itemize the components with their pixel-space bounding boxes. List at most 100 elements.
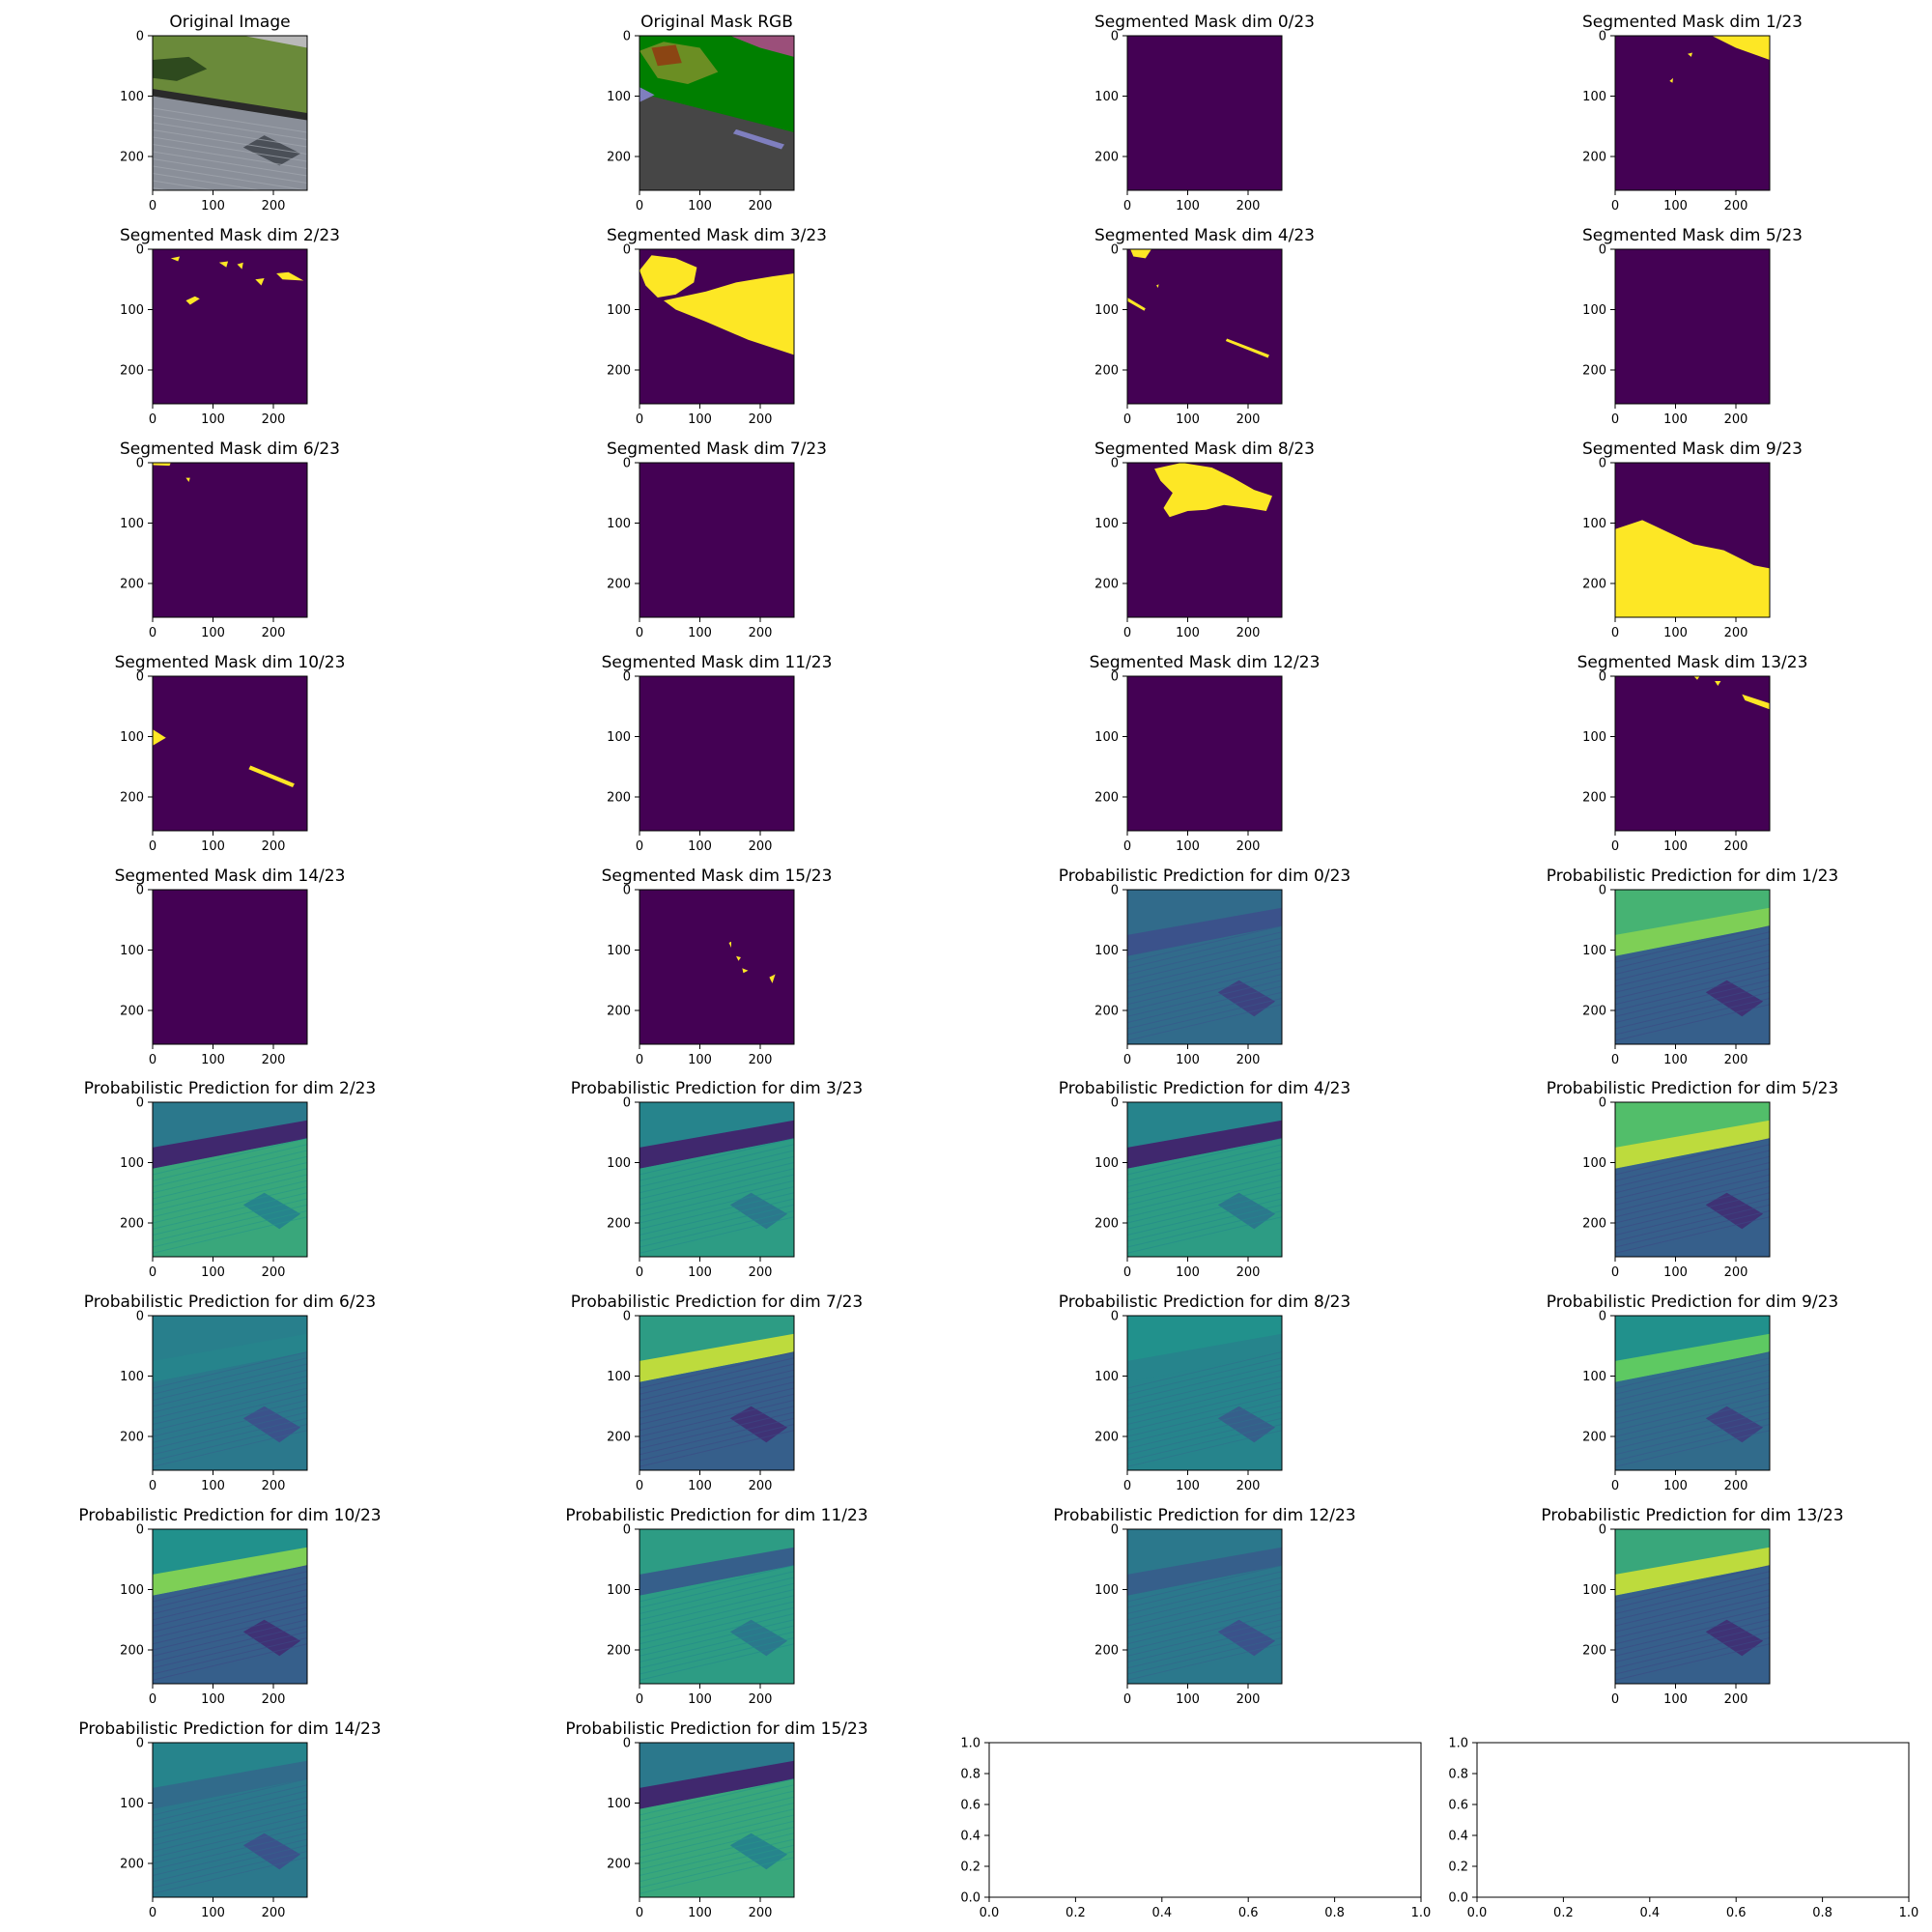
empty-axes-ytick-label: 0.2 [960,1861,980,1875]
mask-region [1712,36,1770,60]
panel-frame [988,1742,1422,1898]
prob-roof-region [639,1778,794,1897]
prob-texture-line [1127,1174,1282,1211]
panel-xtick-label: 100 [688,1692,712,1707]
mask-region [664,273,794,355]
prob-texture-line [639,1844,794,1883]
prob-texture-line [1615,1417,1770,1456]
panel-xtick-label: 0 [1123,1692,1131,1707]
panel-xtick-label: 0 [1123,1479,1131,1493]
panel-35: 0.0 0.2 0.4 0.6 0.8 1.0 0.0 0.2 0.4 0.6 0.8 1.0 [1448,1737,1918,1921]
prob-texture-line [1615,925,1770,963]
prob-texture-line [1127,1613,1282,1651]
panel-ytick-label: 200 [120,1858,144,1872]
prob-roof-region [1127,1138,1282,1257]
prob-texture-line [1615,1601,1770,1638]
panel-ytick-label: 200 [607,791,631,806]
panel-ytick-label: 200 [607,1431,631,1445]
rgbmask-soil [651,44,682,67]
panel-image [1615,249,1770,404]
panel-xtick-label: 100 [688,1479,712,1493]
panel-title: Segmented Mask dim 0/23 [1094,13,1315,32]
prob-texture-line [1615,1606,1770,1645]
panel-xtick-label: 100 [1663,1479,1688,1493]
panel-ytick-label: 200 [1094,1644,1119,1659]
mask-background [1127,249,1282,404]
prob-texture-line [639,1582,794,1621]
prob-texture-line [1615,961,1770,999]
photo-shingle-line [153,115,307,140]
prob-texture-line [1127,950,1282,987]
photo-shingle-line [153,158,307,184]
panel-xtick-label: 100 [1176,199,1200,213]
prob-texture-line [153,1155,307,1194]
panel-title: Segmented Mask dim 11/23 [602,653,833,672]
prob-texture-line [1615,955,1770,993]
prob-texture-line [1127,1004,1282,1041]
panel-xtick-label: 0 [636,626,643,640]
prob-texture-line [639,1179,794,1218]
panel-ytick-label: 0 [1599,457,1606,471]
prob-skylight-region [242,1619,301,1657]
panel-ytick-label: 200 [120,1217,144,1232]
panel-image [1615,676,1770,831]
panel-frame [1614,462,1771,618]
prob-roof-region [1127,1565,1282,1684]
prob-texture-line [639,1565,794,1603]
prob-texture-line [639,1357,794,1395]
panel-xtick-label: 0 [1123,1053,1131,1067]
panel-xtick-label: 0 [1123,626,1131,640]
prob-texture-line [1127,1582,1282,1621]
prob-roof-region [153,1351,307,1470]
prob-texture-line [639,1857,794,1894]
panel-frame [639,1528,795,1685]
mask-region [218,261,229,268]
panel-27: 0 100 200 0 100 200 Probabilistic Prediction f… [1547,1293,1838,1493]
empty-axes-xtick-label: 0.4 [1639,1906,1660,1920]
prob-texture-line [1127,985,1282,1023]
prob-texture-line [153,1204,307,1242]
prob-texture-line [1127,1216,1282,1254]
prob-texture-line [639,1138,794,1176]
panel-ytick-label: 0 [1599,30,1606,44]
panel-image [639,1529,794,1684]
prob-band-region [153,1547,307,1596]
panel-image [1127,36,1282,190]
panel-xtick-label: 200 [1724,1053,1748,1067]
photo-shrubs [153,56,208,81]
panel-xtick-label: 200 [749,1692,773,1707]
panel-xtick-label: 0 [149,1906,156,1920]
panel-xtick-label: 0 [1611,839,1619,854]
prob-texture-line [639,1406,794,1443]
mask-background [1127,676,1282,831]
panel-image [153,1316,307,1470]
panel-ytick-label: 200 [1582,1644,1606,1659]
panel-ytick-label: 200 [120,578,144,592]
empty-axes-xtick-label: 0.0 [980,1906,1000,1920]
panel-title: Probabilistic Prediction for dim 11/23 [565,1506,867,1525]
panel-ytick-label: 200 [120,791,144,806]
prob-texture-line [1615,1150,1770,1187]
photo-shingle-line [153,180,218,190]
prob-texture-line [639,1417,794,1456]
panel-xtick-label: 200 [1724,1265,1748,1280]
prob-texture-line [639,1613,794,1651]
panel-ytick-label: 200 [120,1431,144,1445]
prob-texture-line [153,1430,307,1467]
panel-xtick-label: 0 [636,839,643,854]
panel-image [1127,463,1282,617]
panel-title: Segmented Mask dim 2/23 [120,226,340,245]
panel-xtick-label: 100 [1663,1265,1688,1280]
prob-texture-line [1615,1577,1770,1614]
prob-texture-line [153,1803,307,1840]
prob-texture-line [1127,937,1282,975]
prob-texture-line [639,1625,794,1662]
panel-title: Probabilistic Prediction for dim 9/23 [1547,1293,1838,1312]
prob-texture-line [153,1582,307,1621]
prob-texture-line [639,1595,794,1633]
photo-shingle-line [153,136,307,162]
empty-axes-xtick-label: 0.0 [1467,1906,1488,1920]
empty-axes-ytick-label: 0.0 [960,1891,980,1906]
mask-region [153,729,166,746]
panel-title: Probabilistic Prediction for dim 7/23 [571,1293,863,1312]
